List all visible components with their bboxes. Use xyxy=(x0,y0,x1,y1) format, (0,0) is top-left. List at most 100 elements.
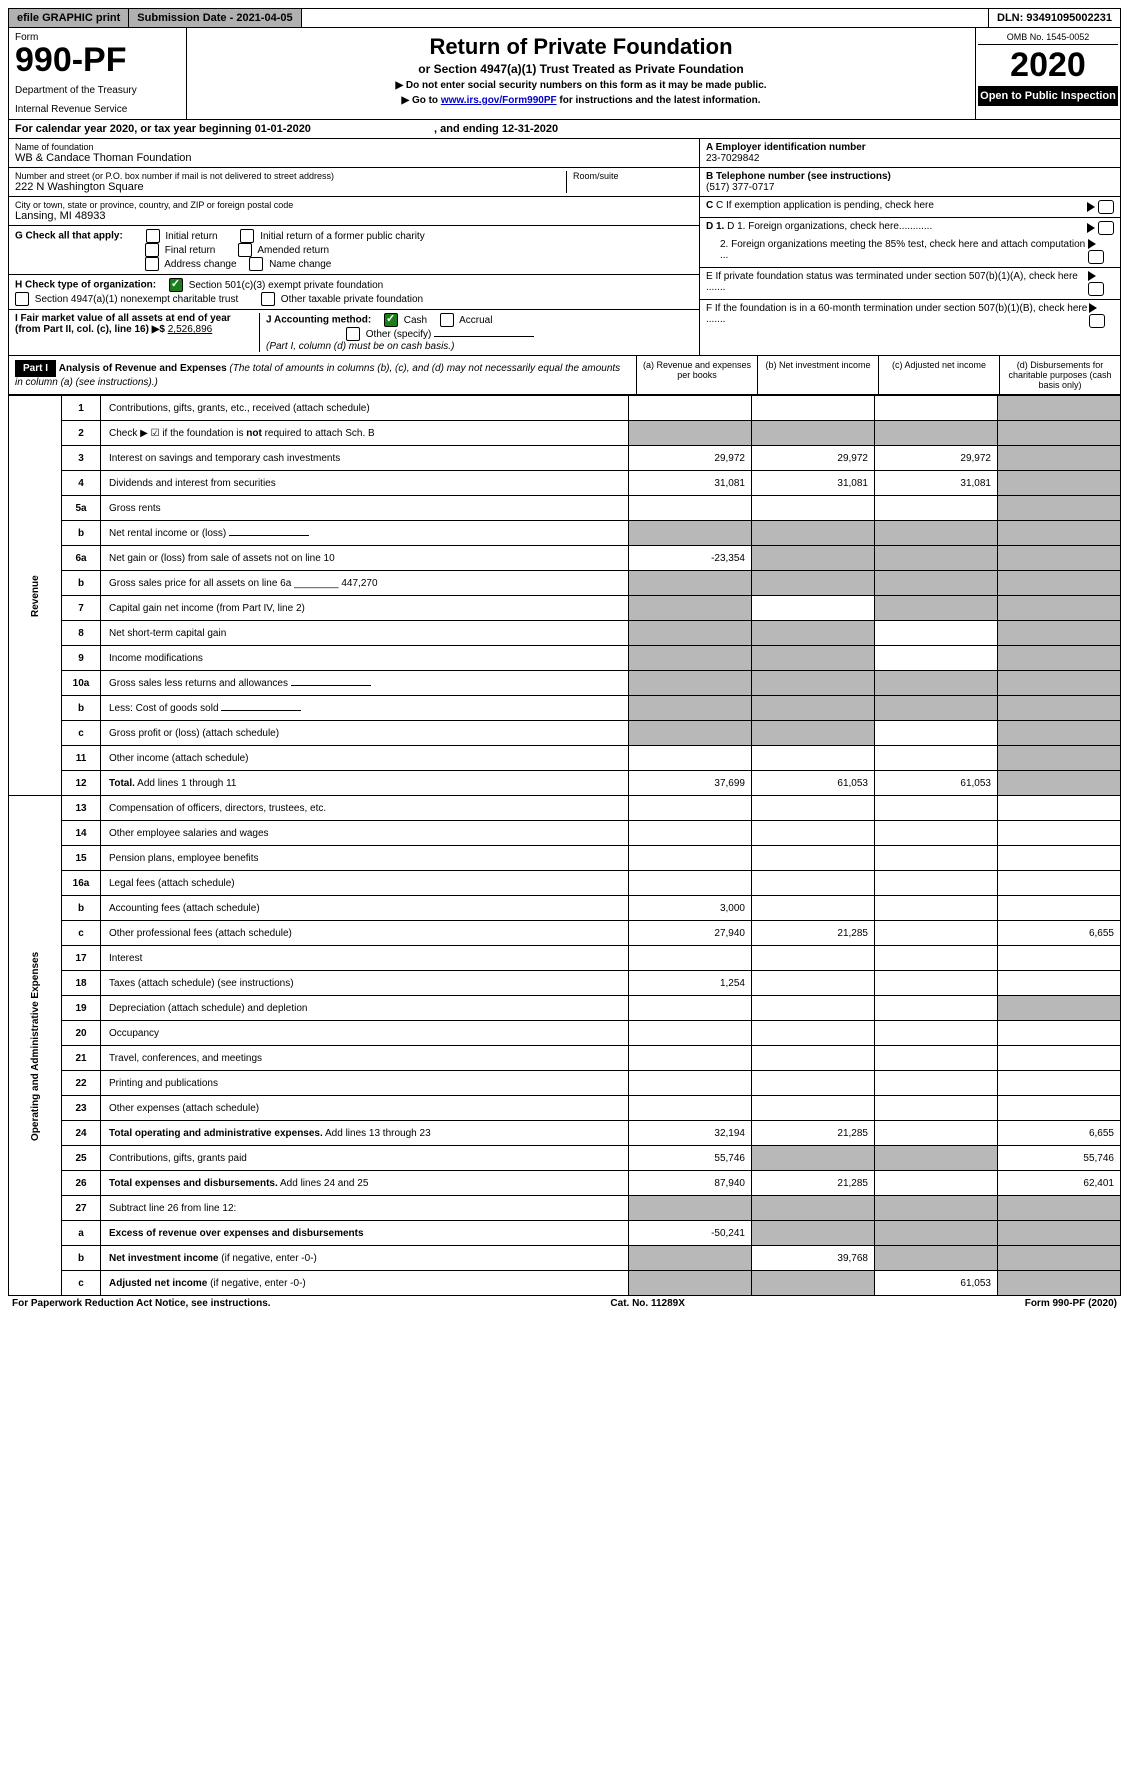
amount-cell xyxy=(875,546,998,571)
amount-cell xyxy=(629,1096,752,1121)
dln: DLN: 93491095002231 xyxy=(988,9,1120,27)
amount-cell xyxy=(752,1146,875,1171)
checkbox-4947[interactable] xyxy=(15,292,29,306)
amount-cell xyxy=(629,846,752,871)
checkbox-initial-former[interactable] xyxy=(240,229,254,243)
table-row: 24Total operating and administrative exp… xyxy=(9,1121,1121,1146)
amount-cell xyxy=(875,1196,998,1221)
amount-cell xyxy=(629,696,752,721)
line-number: 12 xyxy=(62,771,101,796)
checkbox-initial-return[interactable] xyxy=(146,229,160,243)
table-row: 19Depreciation (attach schedule) and dep… xyxy=(9,996,1121,1021)
amount-cell: 29,972 xyxy=(752,446,875,471)
line-description: Other professional fees (attach schedule… xyxy=(101,921,629,946)
amount-cell xyxy=(752,996,875,1021)
table-row: 22Printing and publications xyxy=(9,1071,1121,1096)
amount-cell xyxy=(875,1246,998,1271)
checkbox-name-change[interactable] xyxy=(249,257,263,271)
table-row: 7Capital gain net income (from Part IV, … xyxy=(9,596,1121,621)
amount-cell xyxy=(998,971,1121,996)
checkbox-accrual[interactable] xyxy=(440,313,454,327)
amount-cell xyxy=(875,621,998,646)
checkbox-final-return[interactable] xyxy=(145,243,159,257)
line-description: Gross sales price for all assets on line… xyxy=(101,571,629,596)
amount-cell xyxy=(998,696,1121,721)
amount-cell xyxy=(752,896,875,921)
checkbox-d1[interactable] xyxy=(1098,221,1114,235)
line-number: c xyxy=(62,921,101,946)
line-description: Excess of revenue over expenses and disb… xyxy=(101,1221,629,1246)
paperwork-notice: For Paperwork Reduction Act Notice, see … xyxy=(12,1298,271,1309)
line-number: 2 xyxy=(62,421,101,446)
amount-cell xyxy=(875,946,998,971)
table-row: 25Contributions, gifts, grants paid55,74… xyxy=(9,1146,1121,1171)
amount-cell xyxy=(752,696,875,721)
top-bar: efile GRAPHIC print Submission Date - 20… xyxy=(8,8,1121,28)
amount-cell xyxy=(629,571,752,596)
amount-cell xyxy=(875,846,998,871)
amount-cell xyxy=(875,496,998,521)
line-description: Interest on savings and temporary cash i… xyxy=(101,446,629,471)
line-description: Taxes (attach schedule) (see instruction… xyxy=(101,971,629,996)
amount-cell: 6,655 xyxy=(998,1121,1121,1146)
amount-cell: 31,081 xyxy=(875,471,998,496)
line-number: b xyxy=(62,571,101,596)
address-cell: Number and street (or P.O. box number if… xyxy=(9,168,699,197)
submission-date: Submission Date - 2021-04-05 xyxy=(129,9,301,27)
amount-cell: 29,972 xyxy=(629,446,752,471)
amount-cell xyxy=(998,646,1121,671)
line-number: c xyxy=(62,1271,101,1296)
table-row: bNet rental income or (loss) xyxy=(9,521,1121,546)
line-description: Adjusted net income (if negative, enter … xyxy=(101,1271,629,1296)
checkbox-amended[interactable] xyxy=(238,243,252,257)
checkbox-e[interactable] xyxy=(1088,282,1104,296)
table-row: bLess: Cost of goods sold xyxy=(9,696,1121,721)
line-number: 21 xyxy=(62,1046,101,1071)
ssn-warning: ▶ Do not enter social security numbers o… xyxy=(195,80,967,91)
expenses-section-label: Operating and Administrative Expenses xyxy=(9,796,62,1296)
table-row: 23Other expenses (attach schedule) xyxy=(9,1096,1121,1121)
amount-cell: 87,940 xyxy=(629,1171,752,1196)
amount-cell xyxy=(998,896,1121,921)
amount-cell xyxy=(629,1271,752,1296)
table-row: 26Total expenses and disbursements. Add … xyxy=(9,1171,1121,1196)
table-row: cOther professional fees (attach schedul… xyxy=(9,921,1121,946)
checkbox-other-method[interactable] xyxy=(346,327,360,341)
amount-cell xyxy=(998,396,1121,421)
line-description: Depreciation (attach schedule) and deple… xyxy=(101,996,629,1021)
form-number: 990-PF xyxy=(15,43,180,77)
checkbox-501c3[interactable] xyxy=(169,278,183,292)
table-row: 17Interest xyxy=(9,946,1121,971)
line-description: Occupancy xyxy=(101,1021,629,1046)
amount-cell xyxy=(875,746,998,771)
checkbox-address-change[interactable] xyxy=(145,257,159,271)
line-description: Other employee salaries and wages xyxy=(101,821,629,846)
line-description: Total operating and administrative expen… xyxy=(101,1121,629,1146)
checkbox-d2[interactable] xyxy=(1088,250,1104,264)
amount-cell: -50,241 xyxy=(629,1221,752,1246)
checkbox-cash[interactable] xyxy=(384,313,398,327)
checkbox-f[interactable] xyxy=(1089,314,1105,328)
checkbox-c[interactable] xyxy=(1098,200,1114,214)
amount-cell xyxy=(998,596,1121,621)
open-to-public: Open to Public Inspection xyxy=(978,86,1118,106)
part1-table: Revenue1Contributions, gifts, grants, et… xyxy=(8,395,1121,1296)
line-description: Contributions, gifts, grants paid xyxy=(101,1146,629,1171)
amount-cell xyxy=(752,546,875,571)
line-number: 5a xyxy=(62,496,101,521)
table-row: cAdjusted net income (if negative, enter… xyxy=(9,1271,1121,1296)
checkbox-other-taxable[interactable] xyxy=(261,292,275,306)
amount-cell xyxy=(998,421,1121,446)
amount-cell xyxy=(752,1271,875,1296)
line-number: 20 xyxy=(62,1021,101,1046)
page-footer: For Paperwork Reduction Act Notice, see … xyxy=(8,1296,1121,1311)
irs-link[interactable]: www.irs.gov/Form990PF xyxy=(441,95,557,106)
amount-cell xyxy=(629,1071,752,1096)
omb-number: OMB No. 1545-0052 xyxy=(978,30,1118,45)
efile-print-button[interactable]: efile GRAPHIC print xyxy=(9,9,129,27)
line-description: Dividends and interest from securities xyxy=(101,471,629,496)
table-row: 3Interest on savings and temporary cash … xyxy=(9,446,1121,471)
amount-cell xyxy=(998,721,1121,746)
col-b-header: (b) Net investment income xyxy=(757,356,878,394)
amount-cell xyxy=(629,596,752,621)
